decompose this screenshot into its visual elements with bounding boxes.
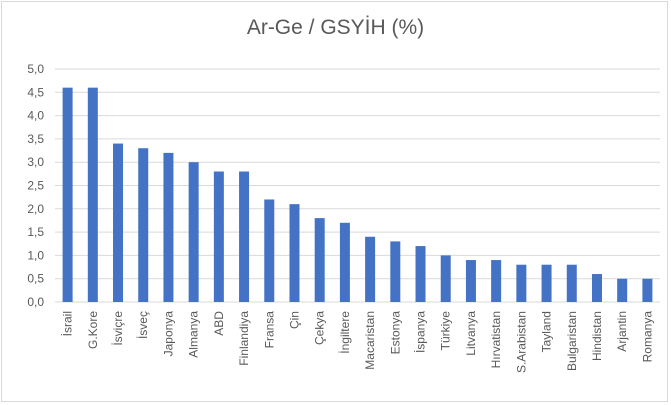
bar (415, 246, 426, 302)
y-tick-label: 1,5 (27, 225, 44, 239)
x-tick-label: Çekya (313, 311, 327, 345)
x-tick-label: Arjantin (615, 311, 629, 352)
x-tick-label: Litvanya (464, 311, 478, 356)
x-tick-label: S.Arabistan (514, 311, 528, 373)
y-tick-label: 2,5 (27, 179, 44, 193)
x-tick-label: Türkiye (439, 311, 453, 351)
x-tick-label: İngiltere (338, 311, 352, 354)
y-tick-label: 1,0 (27, 248, 44, 262)
y-tick-label: 2,0 (27, 202, 44, 216)
bar (289, 204, 300, 302)
y-tick-label: 4,0 (27, 109, 44, 123)
bar (163, 152, 174, 302)
y-tick-label: 0,0 (27, 295, 44, 309)
bar (113, 143, 124, 302)
x-tick-label: İsrail (61, 311, 75, 336)
bar (264, 199, 275, 302)
x-tick-label: Japonya (161, 311, 175, 357)
x-tick-label: Almanya (187, 311, 201, 358)
bar (138, 148, 149, 302)
bar (516, 264, 527, 302)
x-tick-label: ABD (212, 311, 226, 336)
x-tick-label: İspanya (414, 311, 428, 353)
chart-title: Ar-Ge / GSYİH (%) (246, 16, 425, 39)
x-tick-label: Finlandiya (237, 311, 251, 366)
bar (239, 171, 250, 302)
x-tick-label: İsviçre (111, 311, 125, 346)
x-tick-label: Romanya (640, 311, 654, 363)
bar (591, 274, 602, 302)
bar (339, 222, 350, 302)
bar (188, 162, 199, 302)
x-axis-labels: İsrail G.Kore İsviçre İsveç Japonya Almanya AB… (61, 311, 655, 373)
bar (566, 264, 577, 302)
y-tick-label: 3,5 (27, 132, 44, 146)
bar (541, 264, 552, 302)
bar (390, 241, 401, 302)
bars (62, 87, 653, 302)
y-tick-label: 4,5 (27, 85, 44, 99)
x-tick-label: Tayland (540, 311, 554, 352)
x-tick-label: Bulgaristan (565, 311, 579, 371)
x-tick-label: Fransa (262, 311, 276, 349)
x-tick-label: İsveç (136, 311, 150, 339)
bar (213, 171, 224, 302)
y-tick-label: 5,0 (27, 62, 44, 76)
y-tick-label: 0,5 (27, 272, 44, 286)
gridlines (55, 68, 660, 303)
bar (87, 87, 98, 302)
x-tick-label: Estonya (388, 311, 402, 355)
x-tick-label: Çin (287, 311, 301, 329)
bar (62, 87, 73, 302)
bar (491, 260, 502, 302)
bar (440, 255, 451, 302)
bar (465, 260, 476, 302)
x-tick-label: G.Kore (86, 311, 100, 349)
x-tick-label: Hindistan (590, 311, 604, 361)
x-tick-label: Macaristan (363, 311, 377, 370)
bar (314, 218, 325, 302)
y-tick-label: 3,0 (27, 155, 44, 169)
bar (365, 236, 376, 302)
x-tick-label: Hırvatistan (489, 311, 503, 368)
bar (642, 278, 653, 302)
bar (617, 278, 628, 302)
y-axis-labels: 0,0 0,5 1,0 1,5 2,0 2,5 3,0 3,5 4,0 4,5 5,0 (27, 62, 44, 309)
